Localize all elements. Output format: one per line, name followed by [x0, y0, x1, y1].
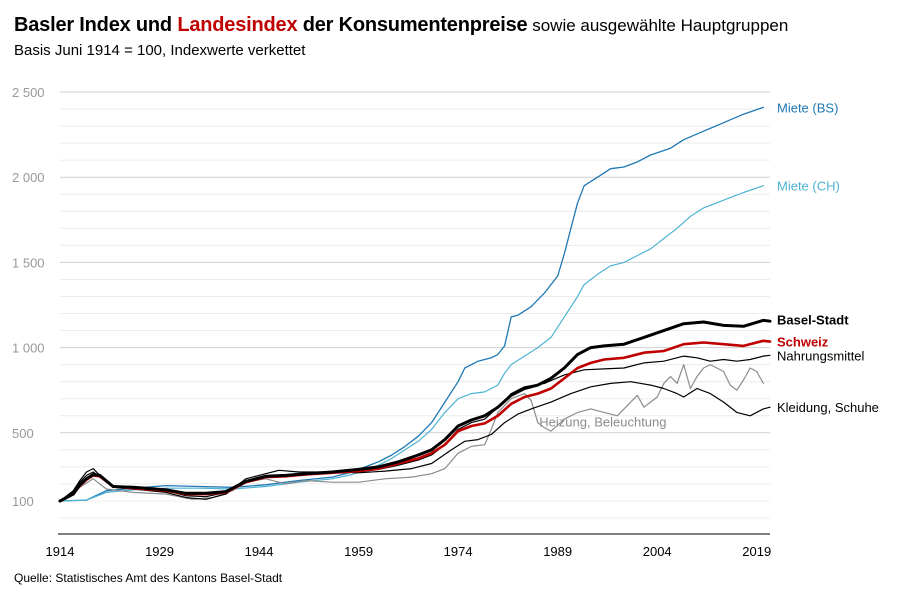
y-axis-labels: 100 500 1 000 1 500 2 000 2 500 — [12, 85, 45, 509]
series-label-heizung: Heizung, Beleuchtung — [539, 415, 666, 430]
series-label-miete_ch: Miete (CH) — [777, 179, 840, 194]
title-part2: der Konsumentenpreise — [297, 14, 528, 36]
x-tick-label: 1914 — [46, 544, 75, 559]
series-line-kleidung — [59, 381, 771, 502]
x-tick-label: 1989 — [543, 544, 572, 559]
x-tick-label: 2004 — [643, 544, 672, 559]
x-tick-label: 2019 — [742, 544, 771, 559]
series-line-miete_bs — [59, 106, 765, 502]
y-tick-label: 500 — [12, 426, 34, 441]
series-lines — [58, 106, 772, 503]
series-label-nahrung: Nahrungsmittel — [777, 348, 865, 363]
y-tick-label: 2 500 — [12, 85, 45, 100]
series-label-miete_bs: Miete (BS) — [777, 100, 838, 115]
series-line-miete_ch — [59, 185, 764, 502]
subtitle: Basis Juni 1914 = 100, Indexwerte verket… — [14, 42, 306, 59]
series-labels: Miete (BS) Miete (CH) Basel-Stadt SchweizNa… — [777, 100, 879, 415]
series-label-schweiz: Schweiz — [777, 335, 829, 350]
series-label-kleidung: Kleidung, Schuhe — [777, 400, 879, 415]
y-tick-label: 1 000 — [12, 341, 45, 356]
x-tick-label: 1959 — [344, 544, 373, 559]
x-axis-labels: 1914 1929 1944 1959 1974 1989 2004 2019 — [46, 544, 772, 559]
grid-lines — [60, 91, 770, 519]
y-tick-label: 1 500 — [12, 255, 45, 270]
series-label-basel: Basel-Stadt — [777, 312, 849, 327]
page-title: Basler Index und Landesindex der Konsume… — [14, 14, 788, 37]
series-line-basel — [58, 318, 772, 503]
x-tick-label: 1944 — [245, 544, 274, 559]
source-note: Quelle: Statistisches Amt des Kantons Ba… — [14, 571, 283, 585]
y-tick-label: 2 000 — [12, 170, 45, 185]
title-highlight: Landesindex — [177, 14, 298, 36]
x-tick-label: 1929 — [145, 544, 174, 559]
title-suffix: sowie ausgewählte Hauptgruppen — [527, 16, 789, 35]
x-tick-label: 1974 — [444, 544, 473, 559]
title-part1: Basler Index und — [14, 14, 178, 36]
y-tick-label: 100 — [12, 494, 34, 509]
